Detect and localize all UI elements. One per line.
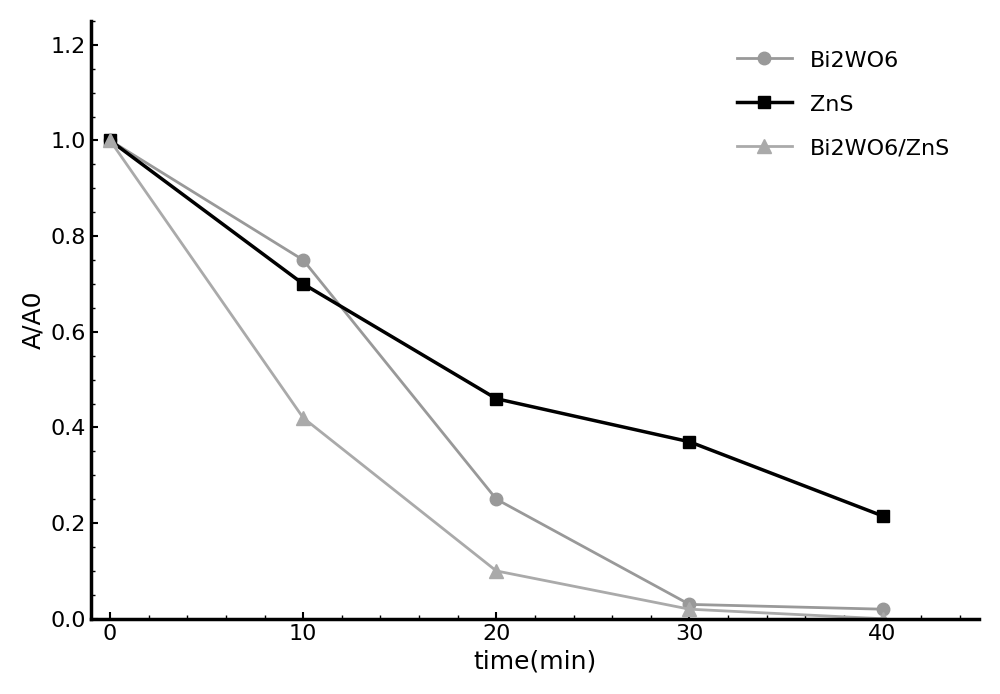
Bi2WO6/ZnS — [490, 567, 502, 575]
ZnS — [877, 511, 889, 520]
Bi2WO6/ZnS — [104, 136, 116, 144]
Bi2WO6 — [877, 605, 889, 613]
Bi2WO6 — [104, 136, 116, 144]
Line: Bi2WO6: Bi2WO6 — [104, 134, 889, 616]
ZnS — [297, 280, 309, 288]
ZnS — [104, 136, 116, 144]
Bi2WO6/ZnS — [297, 414, 309, 422]
Bi2WO6/ZnS — [877, 615, 889, 623]
X-axis label: time(min): time(min) — [473, 649, 597, 673]
Bi2WO6 — [683, 600, 695, 609]
Bi2WO6 — [297, 256, 309, 264]
Line: Bi2WO6/ZnS: Bi2WO6/ZnS — [103, 133, 890, 626]
ZnS — [683, 438, 695, 446]
Line: ZnS: ZnS — [104, 134, 889, 522]
Bi2WO6 — [490, 495, 502, 503]
Bi2WO6/ZnS — [683, 605, 695, 613]
Y-axis label: A/A0: A/A0 — [21, 291, 45, 349]
Legend: Bi2WO6, ZnS, Bi2WO6/ZnS: Bi2WO6, ZnS, Bi2WO6/ZnS — [719, 32, 968, 176]
ZnS — [490, 395, 502, 403]
